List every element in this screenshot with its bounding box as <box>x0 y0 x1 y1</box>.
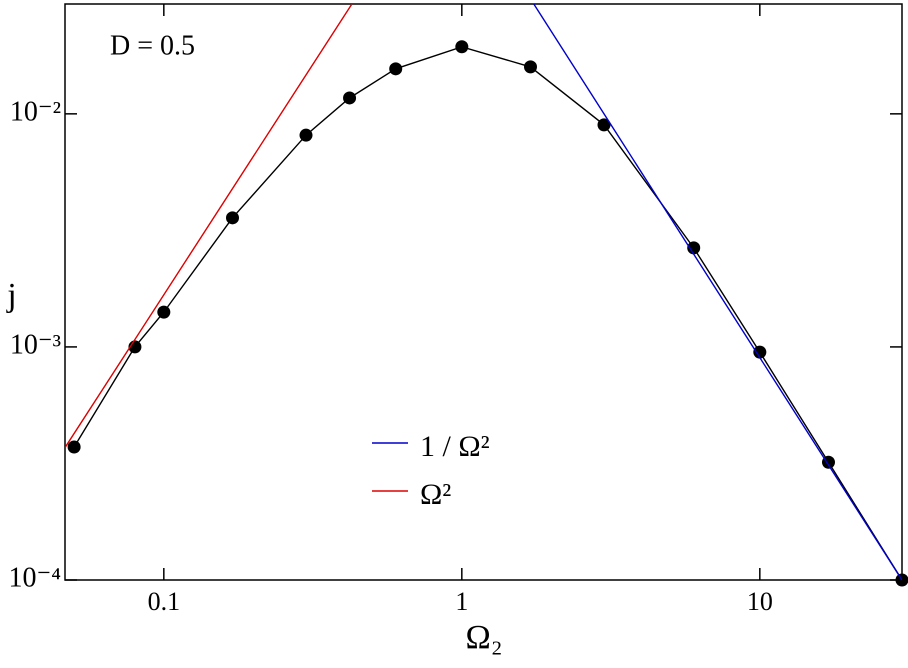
y-tick-label: 10⁻⁴ <box>8 562 61 593</box>
data-point <box>67 440 81 454</box>
plot-frame <box>64 3 903 581</box>
data-point <box>597 118 611 132</box>
y-tick-label: 10⁻³ <box>10 329 61 360</box>
y-tick-label: 10⁻² <box>10 96 61 127</box>
x-tick-label: 0.1 <box>148 587 181 616</box>
data-point <box>687 241 701 255</box>
x-tick-label: 1 <box>455 587 468 616</box>
x-tick-label: 10 <box>747 587 773 616</box>
data-point <box>753 345 767 359</box>
series-line <box>533 4 902 580</box>
data-point <box>523 60 537 74</box>
annotation: D = 0.5 <box>110 30 195 61</box>
data-point <box>455 40 469 54</box>
y-axis-label: j <box>6 277 16 314</box>
series-line <box>73 46 902 580</box>
data-point <box>299 128 313 142</box>
series-line <box>65 4 353 448</box>
data-point <box>343 91 357 105</box>
legend-label: Ω² <box>420 478 451 511</box>
data-point <box>389 62 403 76</box>
data-point <box>157 305 171 319</box>
legend-label: 1 / Ω² <box>420 430 490 463</box>
x-axis-label: Ω₂ <box>465 619 502 656</box>
data-point <box>225 211 239 225</box>
